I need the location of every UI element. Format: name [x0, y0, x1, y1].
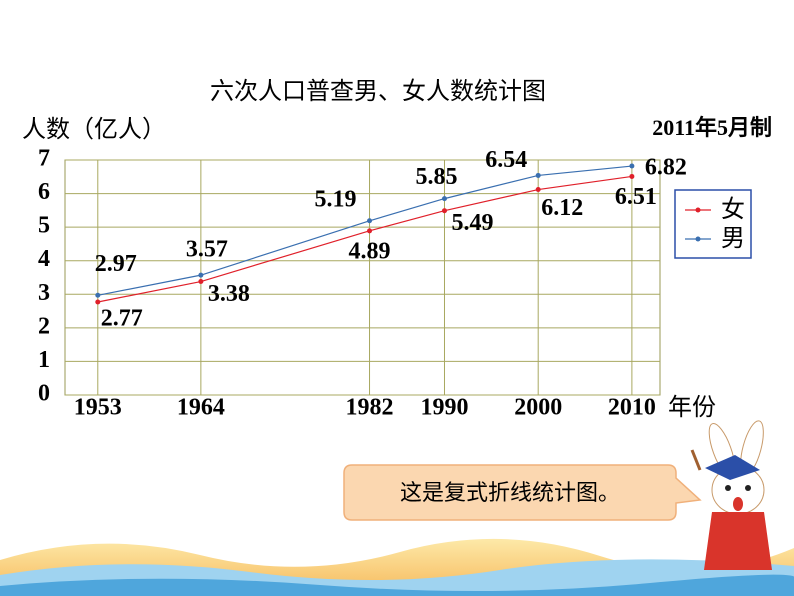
x-tick-label: 1982	[346, 395, 394, 421]
data-point	[535, 172, 541, 178]
y-tick-label: 1	[38, 347, 50, 373]
data-point	[367, 218, 373, 224]
data-label: 3.38	[208, 281, 250, 307]
y-tick-label: 2	[38, 313, 50, 339]
chart-title: 六次人口普查男、女人数统计图	[210, 77, 546, 105]
data-label: 6.82	[645, 155, 687, 181]
y-tick-label: 4	[38, 246, 50, 272]
legend-swatch-dot	[695, 207, 701, 213]
y-axis-label: 人数（亿人）	[22, 115, 166, 143]
legend-swatch-dot	[695, 236, 701, 242]
data-label: 5.49	[451, 210, 493, 236]
y-tick-label: 5	[38, 213, 50, 239]
x-tick-label: 1953	[74, 395, 122, 421]
data-label: 5.19	[315, 186, 357, 212]
x-axis-label: 年份	[668, 393, 716, 421]
bubble-text: 这是复式折线统计图。	[400, 481, 620, 506]
data-point	[198, 272, 204, 278]
data-label: 5.85	[415, 164, 457, 190]
legend-box	[674, 189, 752, 259]
series-line	[97, 165, 632, 296]
y-tick-label: 6	[38, 179, 50, 205]
legend-label: 女	[721, 195, 745, 223]
y-tick-label: 3	[38, 280, 50, 306]
data-label: 6.12	[541, 195, 583, 221]
data-label: 2.77	[101, 306, 143, 332]
rabbit-illustration	[690, 420, 772, 570]
data-point	[441, 196, 447, 202]
x-tick-label: 2000	[514, 395, 562, 421]
x-tick-label: 1964	[177, 395, 225, 421]
speech-bubble	[343, 464, 702, 521]
data-label: 2.97	[95, 251, 137, 277]
note: 2011年5月制	[652, 115, 772, 140]
data-label: 4.89	[349, 238, 391, 264]
y-tick-label: 7	[38, 146, 50, 172]
x-tick-label: 1990	[420, 395, 468, 421]
legend-label: 男	[721, 224, 745, 252]
water-wave-deep	[0, 574, 794, 596]
x-tick-label: 2010	[608, 395, 656, 421]
data-label: 6.51	[615, 184, 657, 210]
data-point	[629, 163, 635, 169]
data-point	[95, 292, 101, 298]
data-point	[629, 173, 635, 179]
data-label: 3.57	[186, 237, 228, 263]
y-tick-label: 0	[38, 381, 50, 407]
series-line	[97, 175, 632, 303]
data-point	[95, 299, 101, 305]
data-label: 6.54	[485, 147, 527, 173]
data-point	[198, 279, 204, 285]
data-point	[441, 208, 447, 214]
data-point	[367, 228, 373, 234]
data-point	[535, 187, 541, 193]
